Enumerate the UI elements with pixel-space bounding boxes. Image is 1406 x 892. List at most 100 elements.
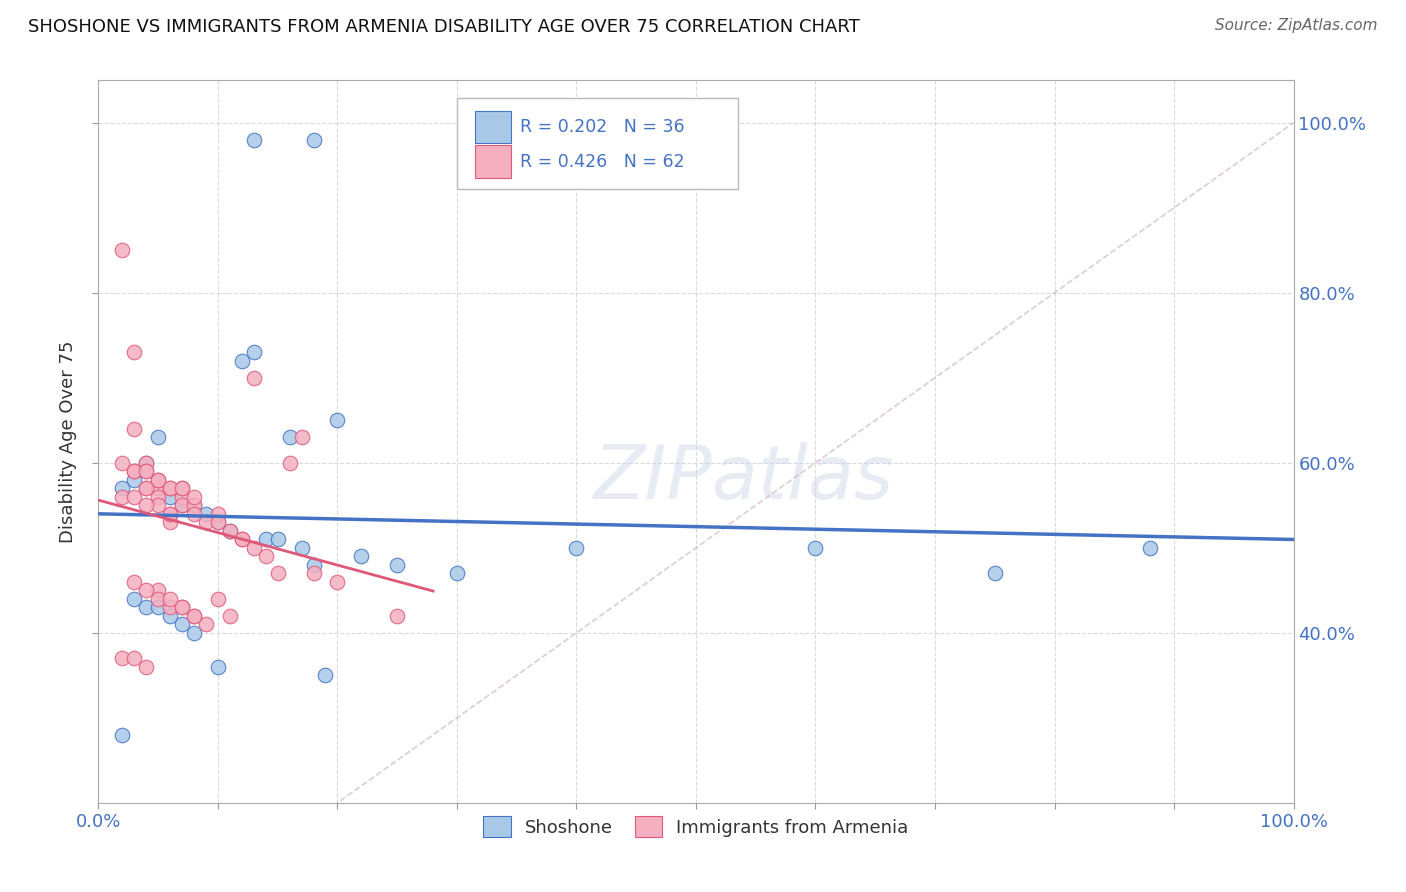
Point — [159, 516, 181, 530]
Point — [135, 481, 157, 495]
Point — [195, 516, 218, 530]
Point — [243, 345, 266, 359]
Text: SHOSHONE VS IMMIGRANTS FROM ARMENIA DISABILITY AGE OVER 75 CORRELATION CHART: SHOSHONE VS IMMIGRANTS FROM ARMENIA DISA… — [28, 18, 860, 36]
Point — [148, 591, 170, 606]
Point — [172, 498, 194, 512]
FancyBboxPatch shape — [457, 98, 738, 189]
Point — [172, 481, 194, 495]
Point — [172, 600, 194, 615]
Point — [135, 583, 157, 598]
Point — [219, 524, 242, 538]
Point — [195, 617, 218, 632]
Point — [195, 507, 218, 521]
Point — [159, 608, 181, 623]
Point — [243, 371, 266, 385]
Point — [183, 507, 205, 521]
Point — [172, 600, 194, 615]
Text: Source: ZipAtlas.com: Source: ZipAtlas.com — [1215, 18, 1378, 33]
Point — [135, 600, 157, 615]
Point — [159, 507, 181, 521]
Point — [135, 456, 157, 470]
Point — [148, 498, 170, 512]
Point — [254, 549, 277, 564]
Point — [804, 541, 827, 555]
Point — [291, 430, 314, 444]
Point — [148, 430, 170, 444]
Point — [207, 660, 229, 674]
Point — [124, 422, 146, 436]
Point — [302, 566, 325, 581]
Text: R = 0.426   N = 62: R = 0.426 N = 62 — [520, 153, 685, 170]
Point — [159, 481, 181, 495]
Point — [183, 498, 205, 512]
Point — [148, 481, 170, 495]
Point — [159, 507, 181, 521]
Point — [984, 566, 1007, 581]
Point — [302, 558, 325, 572]
Point — [124, 464, 146, 478]
Point — [124, 574, 146, 589]
Point — [207, 516, 229, 530]
Point — [135, 498, 157, 512]
Point — [111, 244, 134, 258]
Point — [124, 464, 146, 478]
Point — [172, 481, 194, 495]
Point — [135, 464, 157, 478]
Point — [350, 549, 373, 564]
Point — [124, 345, 146, 359]
Point — [231, 533, 253, 547]
Point — [267, 533, 290, 547]
Point — [124, 473, 146, 487]
Point — [326, 574, 349, 589]
Point — [148, 473, 170, 487]
Point — [159, 591, 181, 606]
Point — [1139, 541, 1161, 555]
Point — [446, 566, 468, 581]
Point — [219, 608, 242, 623]
Point — [302, 133, 325, 147]
Point — [159, 600, 181, 615]
Point — [172, 617, 194, 632]
Point — [207, 507, 229, 521]
Point — [243, 541, 266, 555]
Point — [148, 600, 170, 615]
Point — [326, 413, 349, 427]
Point — [124, 490, 146, 504]
Point — [278, 456, 301, 470]
Point — [135, 481, 157, 495]
Bar — [475, 145, 510, 178]
Point — [278, 430, 301, 444]
Point — [172, 498, 194, 512]
Text: R = 0.202   N = 36: R = 0.202 N = 36 — [520, 118, 685, 136]
Point — [207, 591, 229, 606]
Point — [159, 490, 181, 504]
Point — [183, 608, 205, 623]
Point — [148, 473, 170, 487]
Point — [385, 558, 409, 572]
Point — [135, 464, 157, 478]
Point — [183, 608, 205, 623]
Point — [207, 516, 229, 530]
Point — [231, 533, 253, 547]
Point — [135, 456, 157, 470]
Bar — [475, 111, 510, 143]
Point — [172, 490, 194, 504]
Legend: Shoshone, Immigrants from Armenia: Shoshone, Immigrants from Armenia — [477, 809, 915, 845]
Point — [111, 728, 134, 742]
Point — [219, 524, 242, 538]
Point — [243, 133, 266, 147]
Point — [111, 651, 134, 665]
Point — [183, 625, 205, 640]
Point — [183, 490, 205, 504]
Point — [385, 608, 409, 623]
Point — [183, 498, 205, 512]
Point — [231, 353, 253, 368]
Point — [315, 668, 337, 682]
Y-axis label: Disability Age Over 75: Disability Age Over 75 — [59, 340, 77, 543]
Point — [254, 533, 277, 547]
Point — [135, 660, 157, 674]
Point — [267, 566, 290, 581]
Point — [159, 481, 181, 495]
Point — [565, 541, 588, 555]
Point — [124, 651, 146, 665]
